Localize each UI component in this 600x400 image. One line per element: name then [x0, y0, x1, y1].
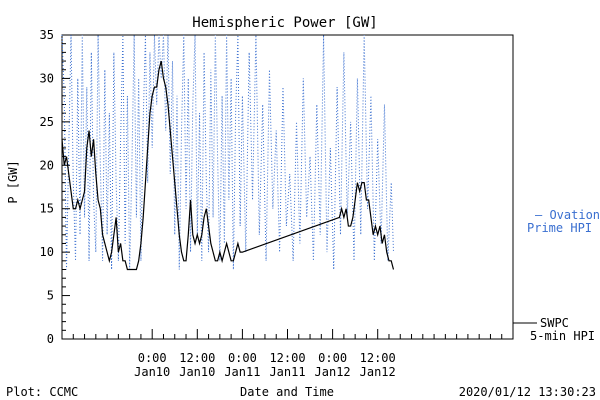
x-tick-label-date: Jan12 — [315, 365, 351, 379]
series-ovation-prime — [61, 34, 394, 270]
legend-ovation-line2: Prime HPI — [527, 221, 592, 235]
series-swpc-line — [61, 60, 395, 271]
y-tick-label: 0 — [47, 332, 54, 346]
y-axis: 0 5 10 15 20 25 30 35 — [40, 28, 70, 346]
x-tick-label-date: Jan10 — [134, 365, 170, 379]
legend-swpc-line2: 5-min HPI — [530, 329, 595, 343]
footer-timestamp: 2020/01/12 13:30:23 — [459, 385, 596, 399]
x-tick-label-time: 0:00 — [138, 351, 167, 365]
x-tick-label-time: 12:00 — [269, 351, 305, 365]
y-tick-label: 15 — [40, 202, 54, 216]
y-tick-label: 20 — [40, 158, 54, 172]
x-axis-label: Date and Time — [240, 385, 334, 399]
y-axis-label: P [GW] — [6, 160, 20, 203]
y-tick-label: 30 — [40, 71, 54, 85]
y-tick-label: 10 — [40, 245, 54, 259]
x-axis: 0:00Jan1012:00Jan100:00Jan1112:00Jan110:… — [61, 329, 514, 379]
x-tick-label-time: 12:00 — [179, 351, 215, 365]
series-ovation-line — [61, 34, 394, 270]
footer-plot-credit: Plot: CCMC — [6, 385, 78, 399]
y-tick-label: 35 — [40, 28, 54, 42]
x-tick-label-date: Jan11 — [224, 365, 260, 379]
legend-ovation-line1: — Ovation — [535, 208, 600, 222]
legend-swpc-line1: SWPC — [540, 316, 569, 330]
x-tick-label-time: 0:00 — [318, 351, 347, 365]
x-tick-label-date: Jan10 — [179, 365, 215, 379]
y-tick-label: 25 — [40, 115, 54, 129]
x-tick-label-time: 12:00 — [360, 351, 396, 365]
x-tick-label-date: Jan11 — [269, 365, 305, 379]
series-swpc — [61, 60, 395, 271]
plot-frame — [61, 34, 514, 340]
y-tick-label: 5 — [47, 289, 54, 303]
x-tick-label-date: Jan12 — [360, 365, 396, 379]
chart-title: Hemispheric Power [GW] — [192, 15, 377, 31]
x-tick-label-time: 0:00 — [228, 351, 257, 365]
